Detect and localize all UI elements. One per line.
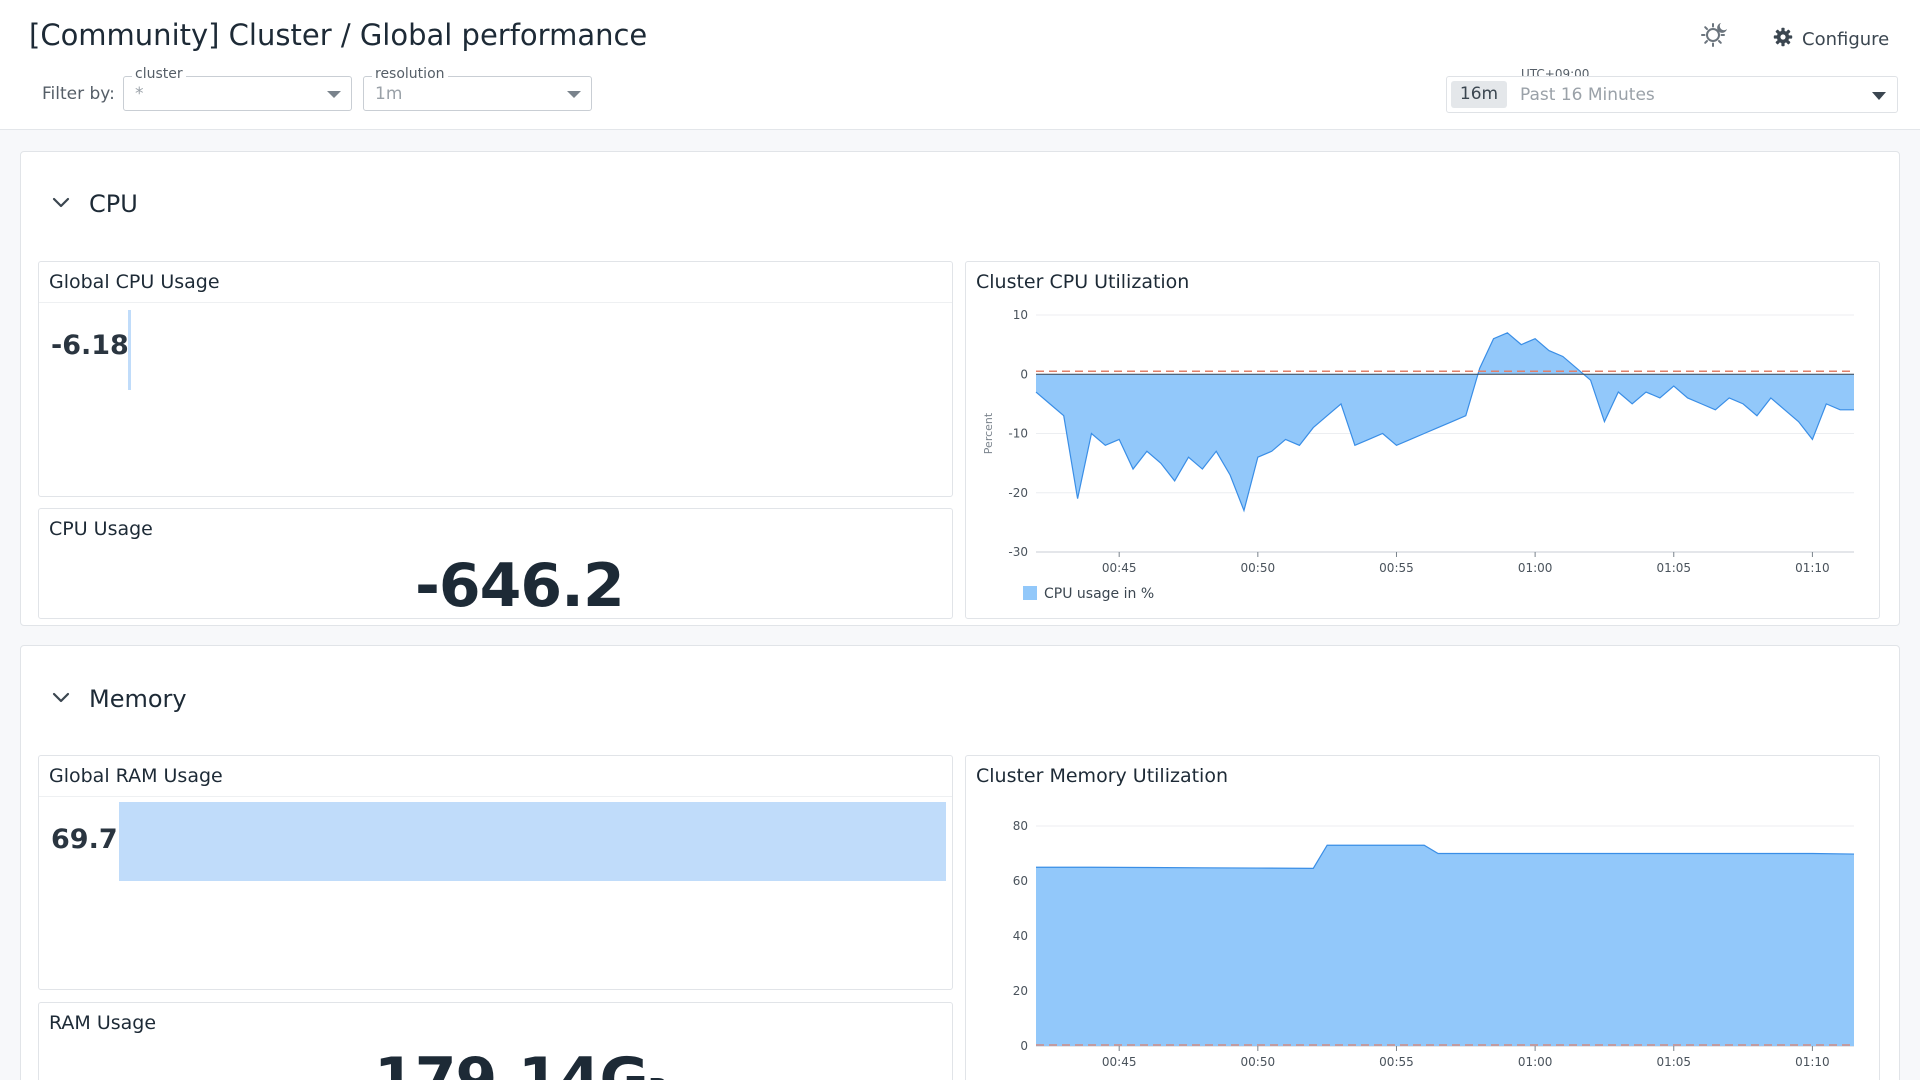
y-tick-label: -10	[1008, 427, 1028, 441]
chevron-down-icon	[51, 195, 71, 214]
time-range-value: Past 16 Minutes	[1520, 85, 1655, 105]
widget-title: Global RAM Usage	[49, 765, 223, 787]
x-tick-label: 00:50	[1241, 1055, 1276, 1069]
cpu-section-header[interactable]: CPU	[51, 190, 138, 218]
y-tick-label: 60	[1013, 874, 1028, 888]
x-tick-label: 00:45	[1102, 561, 1137, 575]
series-line	[1036, 844, 1855, 869]
configure-label: Configure	[1802, 28, 1890, 50]
chevron-down-icon	[567, 91, 581, 98]
time-range-picker[interactable]: 16m Past 16 Minutes	[1446, 76, 1898, 113]
time-range-badge: 16m	[1451, 81, 1507, 108]
resolution-filter-label: resolution	[372, 65, 448, 83]
x-tick-label: 00:55	[1379, 561, 1414, 575]
chevron-down-icon	[51, 690, 71, 709]
page-title: [Community] Cluster / Global performance	[29, 18, 648, 52]
filter-label: Filter by:	[42, 84, 115, 104]
cluster-cpu-utilization-widget: Cluster CPU Utilization 10 0 -10 -20 -30 00:4…	[965, 261, 1880, 619]
resolution-filter-value: 1m	[375, 84, 403, 104]
ram-usage-value: 179.14GB	[374, 1045, 668, 1080]
memory-section-header[interactable]: Memory	[51, 685, 187, 713]
widget-title: Cluster Memory Utilization	[976, 765, 1228, 787]
cpu-section-title: CPU	[89, 190, 138, 218]
ram-usage-widget: RAM Usage 179.14GB	[38, 1002, 953, 1080]
y-tick-label: 0	[1020, 367, 1028, 381]
widget-title: Cluster CPU Utilization	[976, 271, 1190, 293]
x-tick-label: 00:50	[1241, 561, 1276, 575]
x-tick-label: 01:10	[1795, 561, 1830, 575]
series-area	[1036, 332, 1854, 511]
x-tick-label: 01:10	[1795, 1055, 1830, 1069]
y-tick-label: 40	[1013, 929, 1028, 943]
resolution-filter-select[interactable]: resolution 1m	[363, 65, 592, 111]
x-tick-label: 00:55	[1379, 1055, 1414, 1069]
dashboard-header: [Community] Cluster / Global performance…	[0, 0, 1920, 130]
ram-usage-bar	[119, 802, 946, 881]
cpu-section: CPU Global CPU Usage -6.18 CPU Usage -64…	[20, 151, 1900, 626]
y-tick-label: -30	[1008, 545, 1028, 559]
cpu-usage-value: -646.2	[415, 551, 625, 619]
global-cpu-usage-value: -6.18	[51, 330, 129, 361]
cluster-filter-label: cluster	[132, 65, 186, 83]
x-tick-label: 01:05	[1656, 561, 1691, 575]
x-tick-label: 01:05	[1656, 1055, 1691, 1069]
cpu-usage-widget: CPU Usage -646.2	[38, 508, 953, 619]
sun-moon-icon[interactable]	[1700, 20, 1730, 50]
widget-title: Global CPU Usage	[49, 271, 220, 293]
memory-section: Memory Global RAM Usage 69.7 RAM Usage 1…	[20, 645, 1900, 1080]
widget-title: RAM Usage	[49, 1012, 157, 1034]
y-tick-label: 10	[1013, 308, 1028, 322]
y-tick-label: 80	[1013, 819, 1028, 833]
y-tick-label: 20	[1013, 984, 1028, 998]
cpu-usage-bar	[128, 310, 131, 390]
cluster-memory-utilization-widget: Cluster Memory Utilization 80 60 40 20 0 00:4…	[965, 755, 1880, 1080]
caret-down-icon	[1872, 92, 1886, 100]
chevron-down-icon	[327, 91, 341, 98]
y-tick-label: -20	[1008, 486, 1028, 500]
memory-section-title: Memory	[89, 685, 187, 713]
gear-icon	[1773, 27, 1793, 52]
y-tick-label: 0	[1020, 1039, 1028, 1053]
legend-swatch	[1023, 586, 1037, 600]
global-ram-usage-value: 69.7	[51, 824, 118, 855]
memory-utilization-chart: 80 60 40 20 0 00:45 00:50 00:55 01:00 01:05 01:10	[1013, 819, 1855, 1069]
global-cpu-usage-widget: Global CPU Usage -6.18	[38, 261, 953, 497]
widget-title: CPU Usage	[49, 518, 153, 540]
x-tick-label: 01:00	[1518, 1055, 1553, 1069]
legend-label: CPU usage in %	[1044, 586, 1154, 602]
cpu-utilization-chart: 10 0 -10 -20 -30 00:45 00:50 00:55 01:00 01:05 01:…	[982, 308, 1854, 602]
y-axis-label: Percent	[982, 412, 995, 454]
x-tick-label: 01:00	[1518, 561, 1553, 575]
series-area	[1036, 845, 1854, 1046]
cluster-filter-value: *	[135, 84, 144, 104]
configure-button[interactable]: Configure	[1773, 26, 1889, 52]
cluster-filter-select[interactable]: cluster *	[123, 65, 352, 111]
x-tick-label: 00:45	[1102, 1055, 1137, 1069]
global-ram-usage-widget: Global RAM Usage 69.7	[38, 755, 953, 990]
series-line	[1035, 332, 1854, 513]
